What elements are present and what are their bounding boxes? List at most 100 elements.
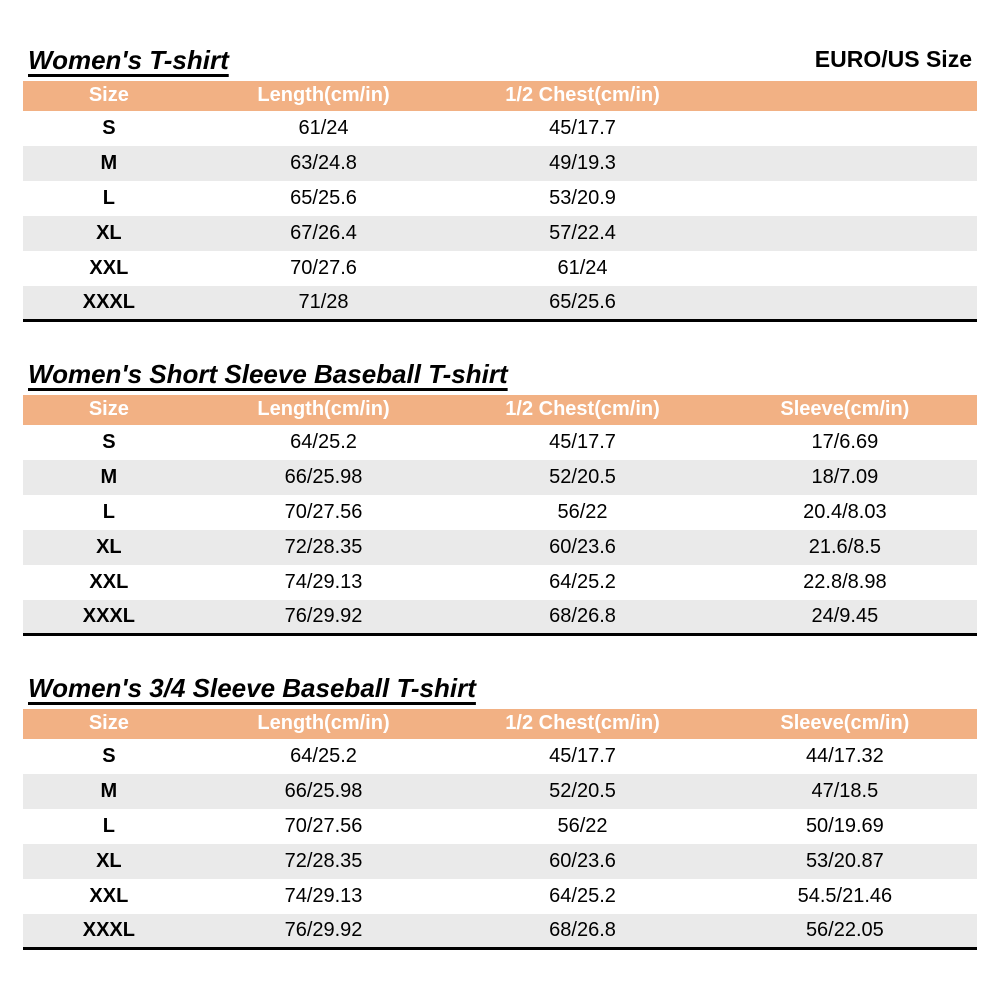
value-cell: 20.4/8.03 (712, 494, 977, 530)
section-title-short-sleeve-baseball: Women's Short Sleeve Baseball T-shirt (28, 359, 508, 390)
column-header: 1/2 Chest(cm/in) (452, 80, 713, 111)
table-row: XL 72/28.35 60/23.6 53/20.87 (23, 843, 977, 879)
empty-cell (712, 145, 977, 181)
table-row: L 70/27.56 56/22 20.4/8.03 (23, 494, 977, 530)
value-cell: 72/28.35 (194, 843, 453, 879)
column-header: Sleeve(cm/in) (712, 394, 977, 425)
value-cell: 74/29.13 (194, 564, 453, 600)
header-row: Size Length(cm/in) 1/2 Chest(cm/in) Sleeve(… (23, 394, 977, 425)
size-cell: M (23, 145, 195, 181)
value-cell: 67/26.4 (194, 215, 453, 251)
table-body: S 64/25.2 45/17.7 44/17.32 M 66/25.98 52/20.5 4… (23, 738, 977, 949)
column-header: Size (23, 80, 195, 111)
value-cell: 60/23.6 (452, 843, 713, 879)
value-cell: 56/22.05 (712, 913, 977, 949)
section-womens-tshirt: Women's T-shirt EURO/US Size Size Length(… (23, 46, 977, 323)
column-header: 1/2 Chest(cm/in) (452, 394, 713, 425)
value-cell: 17/6.69 (712, 424, 977, 460)
value-cell: 72/28.35 (194, 529, 453, 565)
title-row: Women's T-shirt EURO/US Size (23, 46, 977, 75)
value-cell: 22.8/8.98 (712, 564, 977, 600)
empty-cell (712, 110, 977, 146)
value-cell: 76/29.92 (194, 599, 453, 635)
table-row: S 61/24 45/17.7 (23, 110, 977, 146)
value-cell: 61/24 (452, 250, 713, 286)
value-cell: 57/22.4 (452, 215, 713, 251)
value-cell: 64/25.2 (452, 878, 713, 914)
table-row: XXL 74/29.13 64/25.2 54.5/21.46 (23, 878, 977, 914)
value-cell: 71/28 (194, 285, 453, 321)
value-cell: 66/25.98 (194, 773, 453, 809)
section-title-womens-tshirt: Women's T-shirt (28, 45, 229, 75)
value-cell: 70/27.6 (194, 250, 453, 286)
value-cell: 70/27.56 (194, 494, 453, 530)
table-row: XL 67/26.4 57/22.4 (23, 215, 977, 251)
size-table-short-sleeve-baseball: Size Length(cm/in) 1/2 Chest(cm/in) Sleeve(… (23, 394, 977, 637)
table-row: L 70/27.56 56/22 50/19.69 (23, 808, 977, 844)
table-header: Size Length(cm/in) 1/2 Chest(cm/in) (23, 80, 977, 111)
size-cell: M (23, 773, 195, 809)
value-cell: 64/25.2 (194, 738, 453, 774)
value-cell: 65/25.6 (452, 285, 713, 321)
title-row: Women's Short Sleeve Baseball T-shirt (23, 360, 977, 389)
size-cell: S (23, 738, 195, 774)
empty-cell (712, 215, 977, 251)
column-header: Length(cm/in) (194, 708, 453, 739)
value-cell: 49/19.3 (452, 145, 713, 181)
column-header: Size (23, 394, 195, 425)
value-cell: 45/17.7 (452, 738, 713, 774)
value-cell: 70/27.56 (194, 808, 453, 844)
table-row: XXL 74/29.13 64/25.2 22.8/8.98 (23, 564, 977, 600)
value-cell: 56/22 (452, 808, 713, 844)
value-cell: 52/20.5 (452, 459, 713, 495)
size-cell: XXL (23, 250, 195, 286)
table-row: XXXL 71/28 65/25.6 (23, 285, 977, 321)
value-cell: 61/24 (194, 110, 453, 146)
table-row: M 66/25.98 52/20.5 47/18.5 (23, 773, 977, 809)
column-header: Length(cm/in) (194, 80, 453, 111)
size-cell: XXL (23, 564, 195, 600)
table-row: S 64/25.2 45/17.7 44/17.32 (23, 738, 977, 774)
value-cell: 65/25.6 (194, 180, 453, 216)
column-header: Sleeve(cm/in) (712, 708, 977, 739)
section-short-sleeve-baseball-tshirt: Women's Short Sleeve Baseball T-shirt Si… (23, 360, 977, 637)
size-table-three-quarter-sleeve-baseball: Size Length(cm/in) 1/2 Chest(cm/in) Sleeve(… (23, 708, 977, 951)
value-cell: 44/17.32 (712, 738, 977, 774)
value-cell: 54.5/21.46 (712, 878, 977, 914)
size-cell: XL (23, 215, 195, 251)
value-cell: 21.6/8.5 (712, 529, 977, 565)
value-cell: 68/26.8 (452, 599, 713, 635)
table-row: XXXL 76/29.92 68/26.8 56/22.05 (23, 913, 977, 949)
value-cell: 68/26.8 (452, 913, 713, 949)
size-cell: XXL (23, 878, 195, 914)
value-cell: 60/23.6 (452, 529, 713, 565)
column-header: Size (23, 708, 195, 739)
value-cell: 74/29.13 (194, 878, 453, 914)
value-cell: 24/9.45 (712, 599, 977, 635)
header-row: Size Length(cm/in) 1/2 Chest(cm/in) (23, 80, 977, 111)
table-row: M 63/24.8 49/19.3 (23, 145, 977, 181)
value-cell: 64/25.2 (194, 424, 453, 460)
table-row: XXL 70/27.6 61/24 (23, 250, 977, 286)
size-cell: XXXL (23, 285, 195, 321)
value-cell: 45/17.7 (452, 424, 713, 460)
size-cell: XXXL (23, 599, 195, 635)
title-row: Women's 3/4 Sleeve Baseball T-shirt (23, 674, 977, 703)
section-three-quarter-sleeve-baseball-tshirt: Women's 3/4 Sleeve Baseball T-shirt Size… (23, 674, 977, 951)
value-cell: 45/17.7 (452, 110, 713, 146)
size-standard-label: EURO/US Size (814, 46, 972, 73)
section-title-three-quarter-sleeve-baseball: Women's 3/4 Sleeve Baseball T-shirt (28, 673, 476, 704)
size-table-womens-tshirt: Size Length(cm/in) 1/2 Chest(cm/in) S 61/24… (23, 80, 977, 323)
value-cell: 66/25.98 (194, 459, 453, 495)
table-row: XXXL 76/29.92 68/26.8 24/9.45 (23, 599, 977, 635)
column-header: Length(cm/in) (194, 394, 453, 425)
value-cell: 64/25.2 (452, 564, 713, 600)
value-cell: 76/29.92 (194, 913, 453, 949)
value-cell: 52/20.5 (452, 773, 713, 809)
value-cell: 50/19.69 (712, 808, 977, 844)
size-cell: XL (23, 529, 195, 565)
size-cell: L (23, 808, 195, 844)
size-cell: XL (23, 843, 195, 879)
table-header: Size Length(cm/in) 1/2 Chest(cm/in) Sleeve(… (23, 708, 977, 739)
value-cell: 53/20.87 (712, 843, 977, 879)
